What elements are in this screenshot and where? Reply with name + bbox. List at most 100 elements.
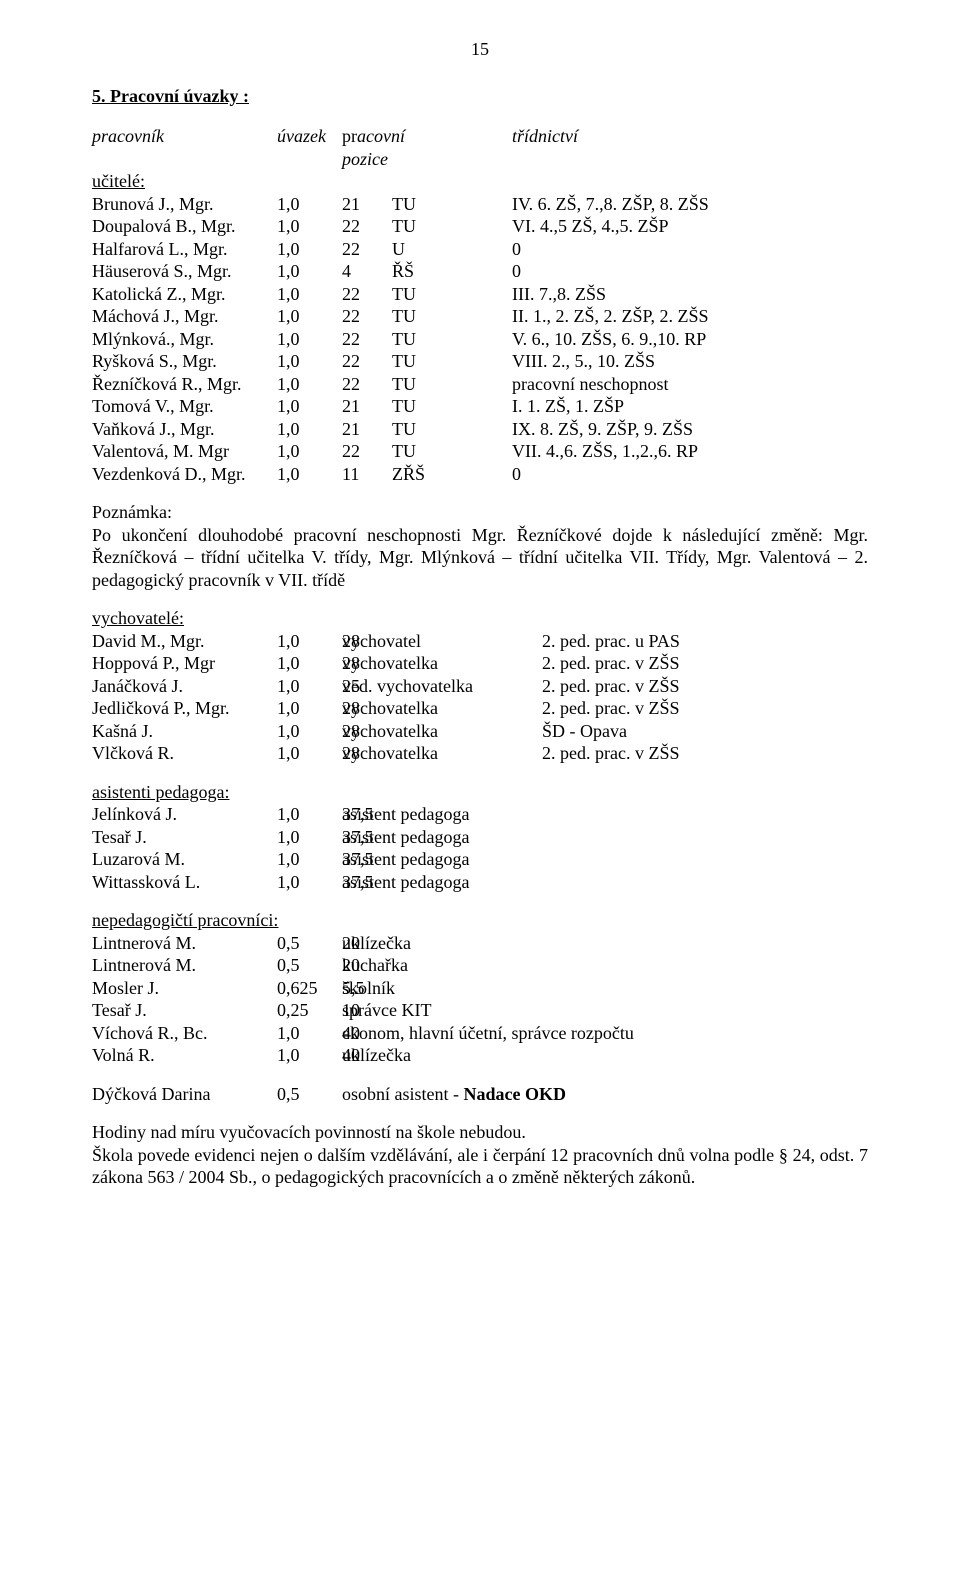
cell-uvazek: 0,5 xyxy=(277,932,342,955)
cell-pos: 22 xyxy=(342,305,392,328)
cell-pozice: uklízečka xyxy=(342,932,868,955)
cell-pos: 22 xyxy=(342,328,392,351)
cell-uvazek: 0,625 xyxy=(277,977,342,1000)
cell-uvazek: 1,0 xyxy=(277,418,342,441)
table-row: Janáčková J.1,025ved. vychovatelka2. ped… xyxy=(92,675,868,698)
table-row: Jelínková J.1,037,5asistent pedagoga xyxy=(92,803,868,826)
group-nepedagogicti: nepedagogičtí pracovníci: Lintnerová M.0… xyxy=(92,909,868,1067)
cell-tridnictvi: 2. ped. prac. v ZŠS xyxy=(542,742,868,765)
cell-pozice: vychovatelka xyxy=(342,697,542,720)
cell-pos: 22 xyxy=(342,238,392,261)
table-row: Máchová J., Mgr.1,022TUII. 1., 2. ZŠ, 2.… xyxy=(92,305,868,328)
cell-uvazek: 0,5 xyxy=(277,954,342,977)
table-row: Řezníčková R., Mgr.1,022TUpracovní nesch… xyxy=(92,373,868,396)
cell-tridnictvi: IX. 8. ZŠ, 9. ZŠP, 9. ZŠS xyxy=(512,418,868,441)
cell-name: Tomová V., Mgr. xyxy=(92,395,277,418)
table-row: Wittassková L.1,037,5asistent pedagoga xyxy=(92,871,868,894)
cell-pozice: TU xyxy=(392,328,512,351)
cell-uvazek: 1,0 xyxy=(277,1022,342,1045)
cell-uvazek: 1,0 xyxy=(277,395,342,418)
cell-uvazek: 1,0 xyxy=(277,328,342,351)
cell-tridnictvi: 0 xyxy=(512,260,868,283)
cell-tridnictvi: 2. ped. prac. v ZŠS xyxy=(542,675,868,698)
cell-name: Wittassková L. xyxy=(92,871,277,894)
cell-name: Luzarová M. xyxy=(92,848,277,871)
cell-name: Mlýnková., Mgr. xyxy=(92,328,277,351)
col-pr-suffix: acovní xyxy=(357,126,405,146)
cell-name: Kašná J. xyxy=(92,720,277,743)
cell-pozice: uklízečka xyxy=(342,1044,868,1067)
cell-uvazek: 0,25 xyxy=(277,999,342,1022)
cell-pos: 22 xyxy=(342,215,392,238)
cell-tridnictvi: 0 xyxy=(512,238,868,261)
cell-pozice: TU xyxy=(392,305,512,328)
group-vychovatele: vychovatelé: David M., Mgr.1,028vychovat… xyxy=(92,607,868,765)
table-row: Luzarová M.1,037,5asistent pedagoga xyxy=(92,848,868,871)
cell-tridnictvi: 2. ped. prac. v ZŠS xyxy=(542,652,868,675)
cell-name: Janáčková J. xyxy=(92,675,277,698)
asistenti-label: asistenti pedagoga: xyxy=(92,781,868,804)
group-teachers: učitelé: Brunová J., Mgr.1,021TUIV. 6. Z… xyxy=(92,170,868,485)
note-label: Poznámka: xyxy=(92,501,868,524)
table-row: Vlčková R.1,028vychovatelka2. ped. prac.… xyxy=(92,742,868,765)
cell-tridnictvi: V. 6., 10. ZŠS, 6. 9.,10. RP xyxy=(512,328,868,351)
table-row: Jedličková P., Mgr.1,028vychovatelka2. p… xyxy=(92,697,868,720)
table-row: Tesař J.0,2510správce KIT xyxy=(92,999,868,1022)
cell-uvazek: 1,0 xyxy=(277,675,342,698)
table-row: Doupalová B., Mgr.1,022TUVI. 4.,5 ZŠ, 4.… xyxy=(92,215,868,238)
cell-pozice: asistent pedagoga xyxy=(342,826,542,849)
cell-name: Řezníčková R., Mgr. xyxy=(92,373,277,396)
table-row: Mlýnková., Mgr.1,022TUV. 6., 10. ZŠS, 6.… xyxy=(92,328,868,351)
cell-pozice: TU xyxy=(392,193,512,216)
col-pr: pracovní xyxy=(342,125,392,148)
cell-name: Víchová R., Bc. xyxy=(92,1022,277,1045)
cell-pozice: U xyxy=(392,238,512,261)
cell-tridnictvi: pracovní neschopnost xyxy=(512,373,868,396)
cell-uvazek: 1,0 xyxy=(277,742,342,765)
nepedagogicti-label: nepedagogičtí pracovníci: xyxy=(92,909,868,932)
cell-uvazek: 1,0 xyxy=(277,463,342,486)
osobni-role: osobní asistent - Nadace OKD xyxy=(342,1083,868,1106)
cell-pozice: vychovatelka xyxy=(342,652,542,675)
cell-tridnictvi: 2. ped. prac. v ZŠS xyxy=(542,697,868,720)
cell-pozice: kuchařka xyxy=(342,954,868,977)
table-row: David M., Mgr.1,028vychovatel2. ped. pra… xyxy=(92,630,868,653)
page-number: 15 xyxy=(92,38,868,61)
cell-uvazek: 1,0 xyxy=(277,848,342,871)
col-pracovnik: pracovník xyxy=(92,125,277,148)
cell-pozice: ZŘŠ xyxy=(392,463,512,486)
cell-pozice: vychovatelka xyxy=(342,742,542,765)
cell-uvazek: 1,0 xyxy=(277,871,342,894)
table-row: Tomová V., Mgr.1,021TUI. 1. ZŠ, 1. ZŠP xyxy=(92,395,868,418)
cell-tridnictvi: II. 1., 2. ZŠ, 2. ZŠP, 2. ZŠS xyxy=(512,305,868,328)
cell-name: Volná R. xyxy=(92,1044,277,1067)
cell-pozice: TU xyxy=(392,350,512,373)
table-row: Kašná J.1,028vychovatelkaŠD - Opava xyxy=(92,720,868,743)
cell-pos: 22 xyxy=(342,283,392,306)
col-pr-prefix: pr xyxy=(342,126,357,146)
table-row: Mosler J.0,6255,5školník xyxy=(92,977,868,1000)
table-row: Vezdenková D., Mgr.1,011ZŘŠ0 xyxy=(92,463,868,486)
table-row: Katolická Z., Mgr.1,022TUIII. 7.,8. ZŠS xyxy=(92,283,868,306)
table-row: Lintnerová M.0,520uklízečka xyxy=(92,932,868,955)
cell-name: Häuserová S., Mgr. xyxy=(92,260,277,283)
section-heading: 5. Pracovní úvazky : xyxy=(92,85,868,108)
col-tridnictvi: třídnictví xyxy=(512,125,868,148)
cell-uvazek: 1,0 xyxy=(277,238,342,261)
cell-pos: 21 xyxy=(342,193,392,216)
cell-name: Vlčková R. xyxy=(92,742,277,765)
group-asistenti: asistenti pedagoga: Jelínková J.1,037,5a… xyxy=(92,781,868,894)
cell-name: Tesař J. xyxy=(92,999,277,1022)
cell-uvazek: 1,0 xyxy=(277,826,342,849)
table-row: Halfarová L., Mgr.1,022U0 xyxy=(92,238,868,261)
cell-name: Vaňková J., Mgr. xyxy=(92,418,277,441)
cell-tridnictvi: VIII. 2., 5., 10. ZŠS xyxy=(512,350,868,373)
cell-name: Mosler J. xyxy=(92,977,277,1000)
final-para-1: Hodiny nad míru vyučovacích povinností n… xyxy=(92,1121,868,1144)
osobni-role-text: osobní asistent - xyxy=(342,1084,464,1104)
cell-uvazek: 1,0 xyxy=(277,652,342,675)
table-row: Brunová J., Mgr.1,021TUIV. 6. ZŠ, 7.,8. … xyxy=(92,193,868,216)
cell-pos: 22 xyxy=(342,350,392,373)
cell-pos: 22 xyxy=(342,440,392,463)
cell-pozice: vychovatel xyxy=(342,630,542,653)
